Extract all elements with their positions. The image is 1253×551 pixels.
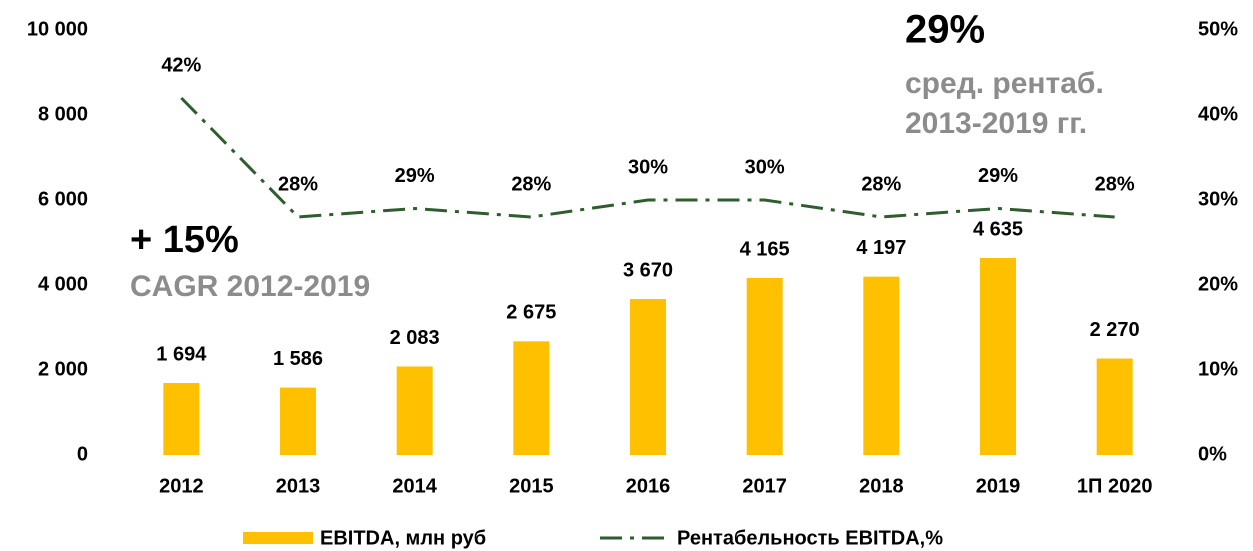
bar	[280, 387, 316, 455]
data-label: 3 670	[623, 259, 673, 281]
y-tick-label: 4 000	[38, 273, 88, 295]
y2-tick-label: 40%	[1198, 103, 1238, 125]
bar	[863, 276, 900, 455]
line	[180, 96, 1115, 219]
annotation: 2013-2019 гг.	[905, 107, 1087, 140]
x-tick-label: 2014	[392, 475, 437, 497]
x-tick-label: 2012	[159, 475, 204, 497]
y2-tick-label: 50%	[1198, 18, 1238, 40]
data-label: 28%	[278, 173, 318, 195]
data-label: 4 635	[973, 218, 1023, 240]
data-label: 30%	[628, 156, 668, 178]
data-label: 28%	[1095, 173, 1135, 195]
y2-tick-label: 30%	[1198, 188, 1238, 210]
annotation: CAGR 2012-2019	[130, 270, 370, 303]
data-label: 2 270	[1090, 319, 1140, 341]
data-label: 30%	[745, 156, 785, 178]
bar	[513, 341, 550, 455]
y-tick-label: 0	[77, 443, 88, 465]
y-tick-label: 10 000	[27, 18, 88, 40]
x-tick-label: 1П 2020	[1077, 475, 1153, 497]
bar	[163, 383, 200, 455]
x-tick-label: 2018	[859, 475, 904, 497]
x-tick-label: 2019	[976, 475, 1021, 497]
y-tick-label: 8 000	[38, 103, 88, 125]
bar	[980, 258, 1016, 455]
legend-swatch	[243, 532, 313, 544]
data-label: 28%	[861, 173, 901, 195]
legend-label: Рентабельность EBITDA,%	[677, 527, 943, 549]
x-tick-label: 2013	[276, 475, 321, 497]
bar	[396, 366, 433, 455]
bar	[746, 277, 783, 455]
annotation: + 15%	[130, 219, 239, 261]
data-label: 4 165	[740, 238, 790, 260]
y2-tick-label: 20%	[1198, 273, 1238, 295]
legend-label: EBITDA, млн руб	[320, 527, 486, 549]
data-label: 42%	[161, 54, 201, 76]
annotation: 29%	[905, 8, 985, 52]
x-tick-label: 2016	[626, 475, 671, 497]
bar	[630, 299, 666, 455]
data-label: 4 197	[856, 237, 906, 259]
annotation: сред. рентаб.	[905, 67, 1104, 100]
data-label: 29%	[978, 165, 1018, 187]
y2-tick-label: 0%	[1198, 443, 1227, 465]
data-label: 28%	[511, 173, 551, 195]
data-label: 1 586	[273, 348, 323, 370]
bar	[1096, 358, 1133, 455]
y-tick-label: 2 000	[38, 358, 88, 380]
data-label: 2 675	[506, 302, 556, 324]
data-label: 1 694	[156, 343, 207, 365]
y2-tick-label: 10%	[1198, 358, 1238, 380]
data-label: 2 083	[390, 327, 440, 349]
x-tick-label: 2015	[509, 475, 554, 497]
x-tick-label: 2017	[742, 475, 787, 497]
data-label: 29%	[395, 165, 435, 187]
y-tick-label: 6 000	[38, 188, 88, 210]
